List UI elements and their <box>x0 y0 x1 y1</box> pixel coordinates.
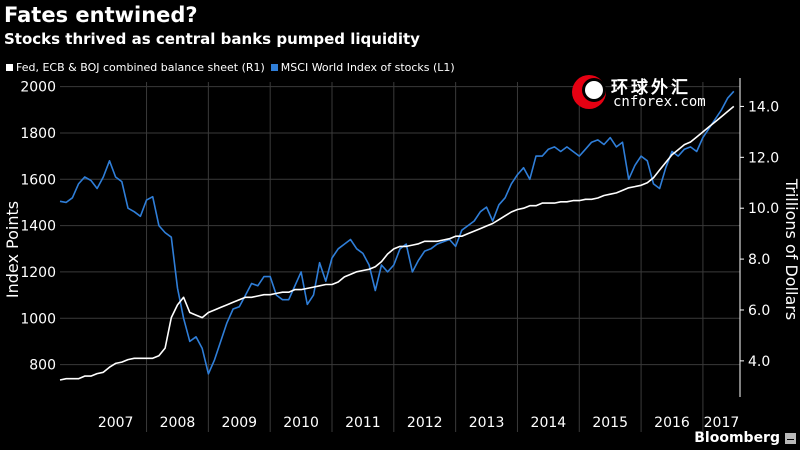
left-tick-label: 1200 <box>20 265 56 281</box>
left-tick-label: 800 <box>29 358 56 374</box>
left-tick-label: 1400 <box>20 219 56 235</box>
right-tick-label: 8.0 <box>748 252 770 268</box>
right-tick-label: 10.0 <box>748 201 779 217</box>
year-label: 2017 <box>704 415 740 431</box>
gridlines <box>60 82 740 432</box>
year-label: 2016 <box>654 415 690 431</box>
watermark-logo-icon <box>572 75 606 109</box>
year-label: 2015 <box>592 415 628 431</box>
chart-subtitle: Stocks thrived as central banks pumped l… <box>4 30 420 48</box>
year-label: 2013 <box>469 415 505 431</box>
right-axis-title: Trillions of Dollars <box>782 178 800 320</box>
source-credit: Bloomberg <box>694 430 796 446</box>
bloomberg-logo-icon <box>785 432 796 444</box>
legend-swatch-white <box>6 63 13 71</box>
right-tick-label: 6.0 <box>748 303 770 319</box>
source-label: Bloomberg <box>694 430 780 446</box>
legend-swatch-blue <box>270 63 278 71</box>
legend-label-msci: MSCI World Index of stocks (L1) <box>280 60 455 74</box>
series-lines <box>59 90 735 381</box>
legend-item-msci: MSCI World Index of stocks (L1) <box>270 60 455 74</box>
year-label: 2008 <box>160 415 196 431</box>
watermark: 环球外汇 cnforex.com <box>569 70 719 114</box>
series-line-balance-sheet <box>59 105 735 381</box>
year-label: 2007 <box>98 415 134 431</box>
left-tick-label: 2000 <box>20 80 56 96</box>
chart-legend: Fed, ECB & BOJ combined balance sheet (R… <box>6 59 461 75</box>
chart-title: Fates entwined? <box>4 3 198 27</box>
watermark-chinese-text: 环球外汇 <box>611 78 691 98</box>
year-label: 2009 <box>221 415 257 431</box>
legend-label-balance-sheet: Fed, ECB & BOJ combined balance sheet (R… <box>16 60 265 74</box>
tick-labels: 800 1000 1200 1400 1600 1800 2000 2007 2008 2009 2… <box>3 80 800 431</box>
left-tick-label: 1600 <box>20 172 56 188</box>
series-line-msci <box>59 90 735 375</box>
watermark-site-text: cnforex.com <box>613 94 706 110</box>
axes <box>739 78 744 397</box>
right-tick-label: 12.0 <box>748 150 779 166</box>
left-tick-label: 1000 <box>20 311 56 327</box>
left-tick-label: 1800 <box>20 126 56 142</box>
right-tick-label: 14.0 <box>748 99 779 115</box>
legend-item-balance-sheet: Fed, ECB & BOJ combined balance sheet (R… <box>6 61 265 74</box>
year-label: 2014 <box>531 415 567 431</box>
right-tick-label: 4.0 <box>748 354 770 370</box>
left-axis-title: Index Points <box>3 201 22 298</box>
year-label: 2011 <box>345 415 381 431</box>
year-label: 2010 <box>283 415 319 431</box>
year-label: 2012 <box>407 415 443 431</box>
